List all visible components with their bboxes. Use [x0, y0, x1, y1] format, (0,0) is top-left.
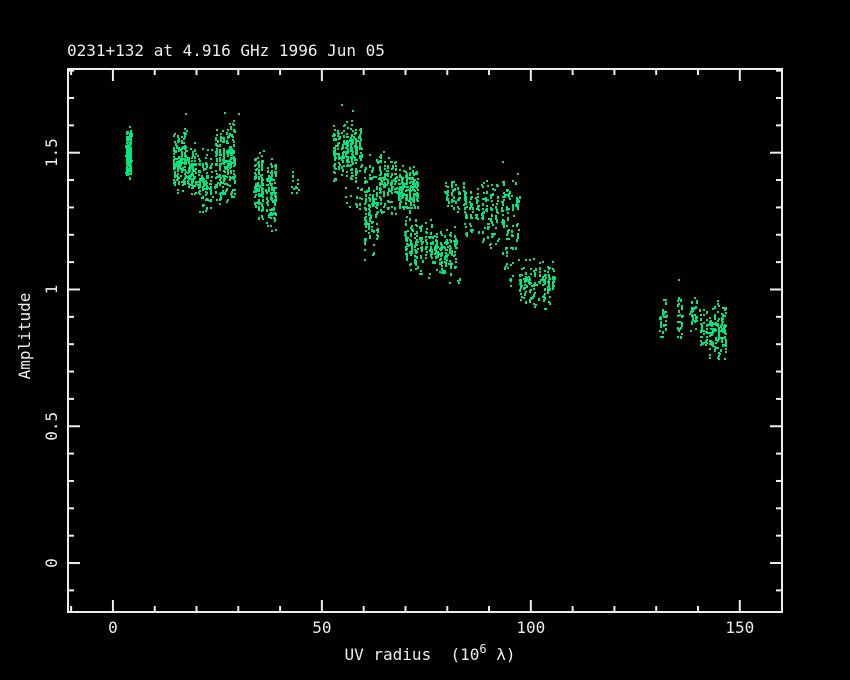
y-tick-labels: 0 0.5 1 1.5: [42, 138, 61, 568]
x-tick-label: 100: [516, 618, 545, 637]
x-tick-labels: 0 50 100 150: [108, 618, 754, 637]
plot-frame: [67, 68, 783, 613]
y-axis-ticks: [68, 69, 782, 592]
y-tick-label: 0.5: [42, 412, 61, 441]
x-tick-label: 0: [108, 618, 118, 637]
y-tick-label: 1: [42, 285, 61, 295]
x-axis-ticks: [70, 69, 741, 612]
x-tick-label: 150: [725, 618, 754, 637]
y-tick-label: 0: [42, 558, 61, 568]
x-axis-label-main: UV radius (10: [345, 645, 480, 664]
data-points: [125, 104, 727, 360]
plot-title: 0231+132 at 4.916 GHz 1996 Jun 05: [67, 41, 385, 60]
x-axis-label: UV radius (106 λ): [345, 642, 516, 664]
y-axis-label: Amplitude: [15, 293, 34, 380]
plot-area[interactable]: [68, 69, 782, 612]
y-tick-label: 1.5: [42, 138, 61, 167]
x-tick-label: 50: [312, 618, 331, 637]
x-axis-label-superscript: 6: [479, 642, 486, 656]
x-axis-label-end: λ): [487, 645, 516, 664]
